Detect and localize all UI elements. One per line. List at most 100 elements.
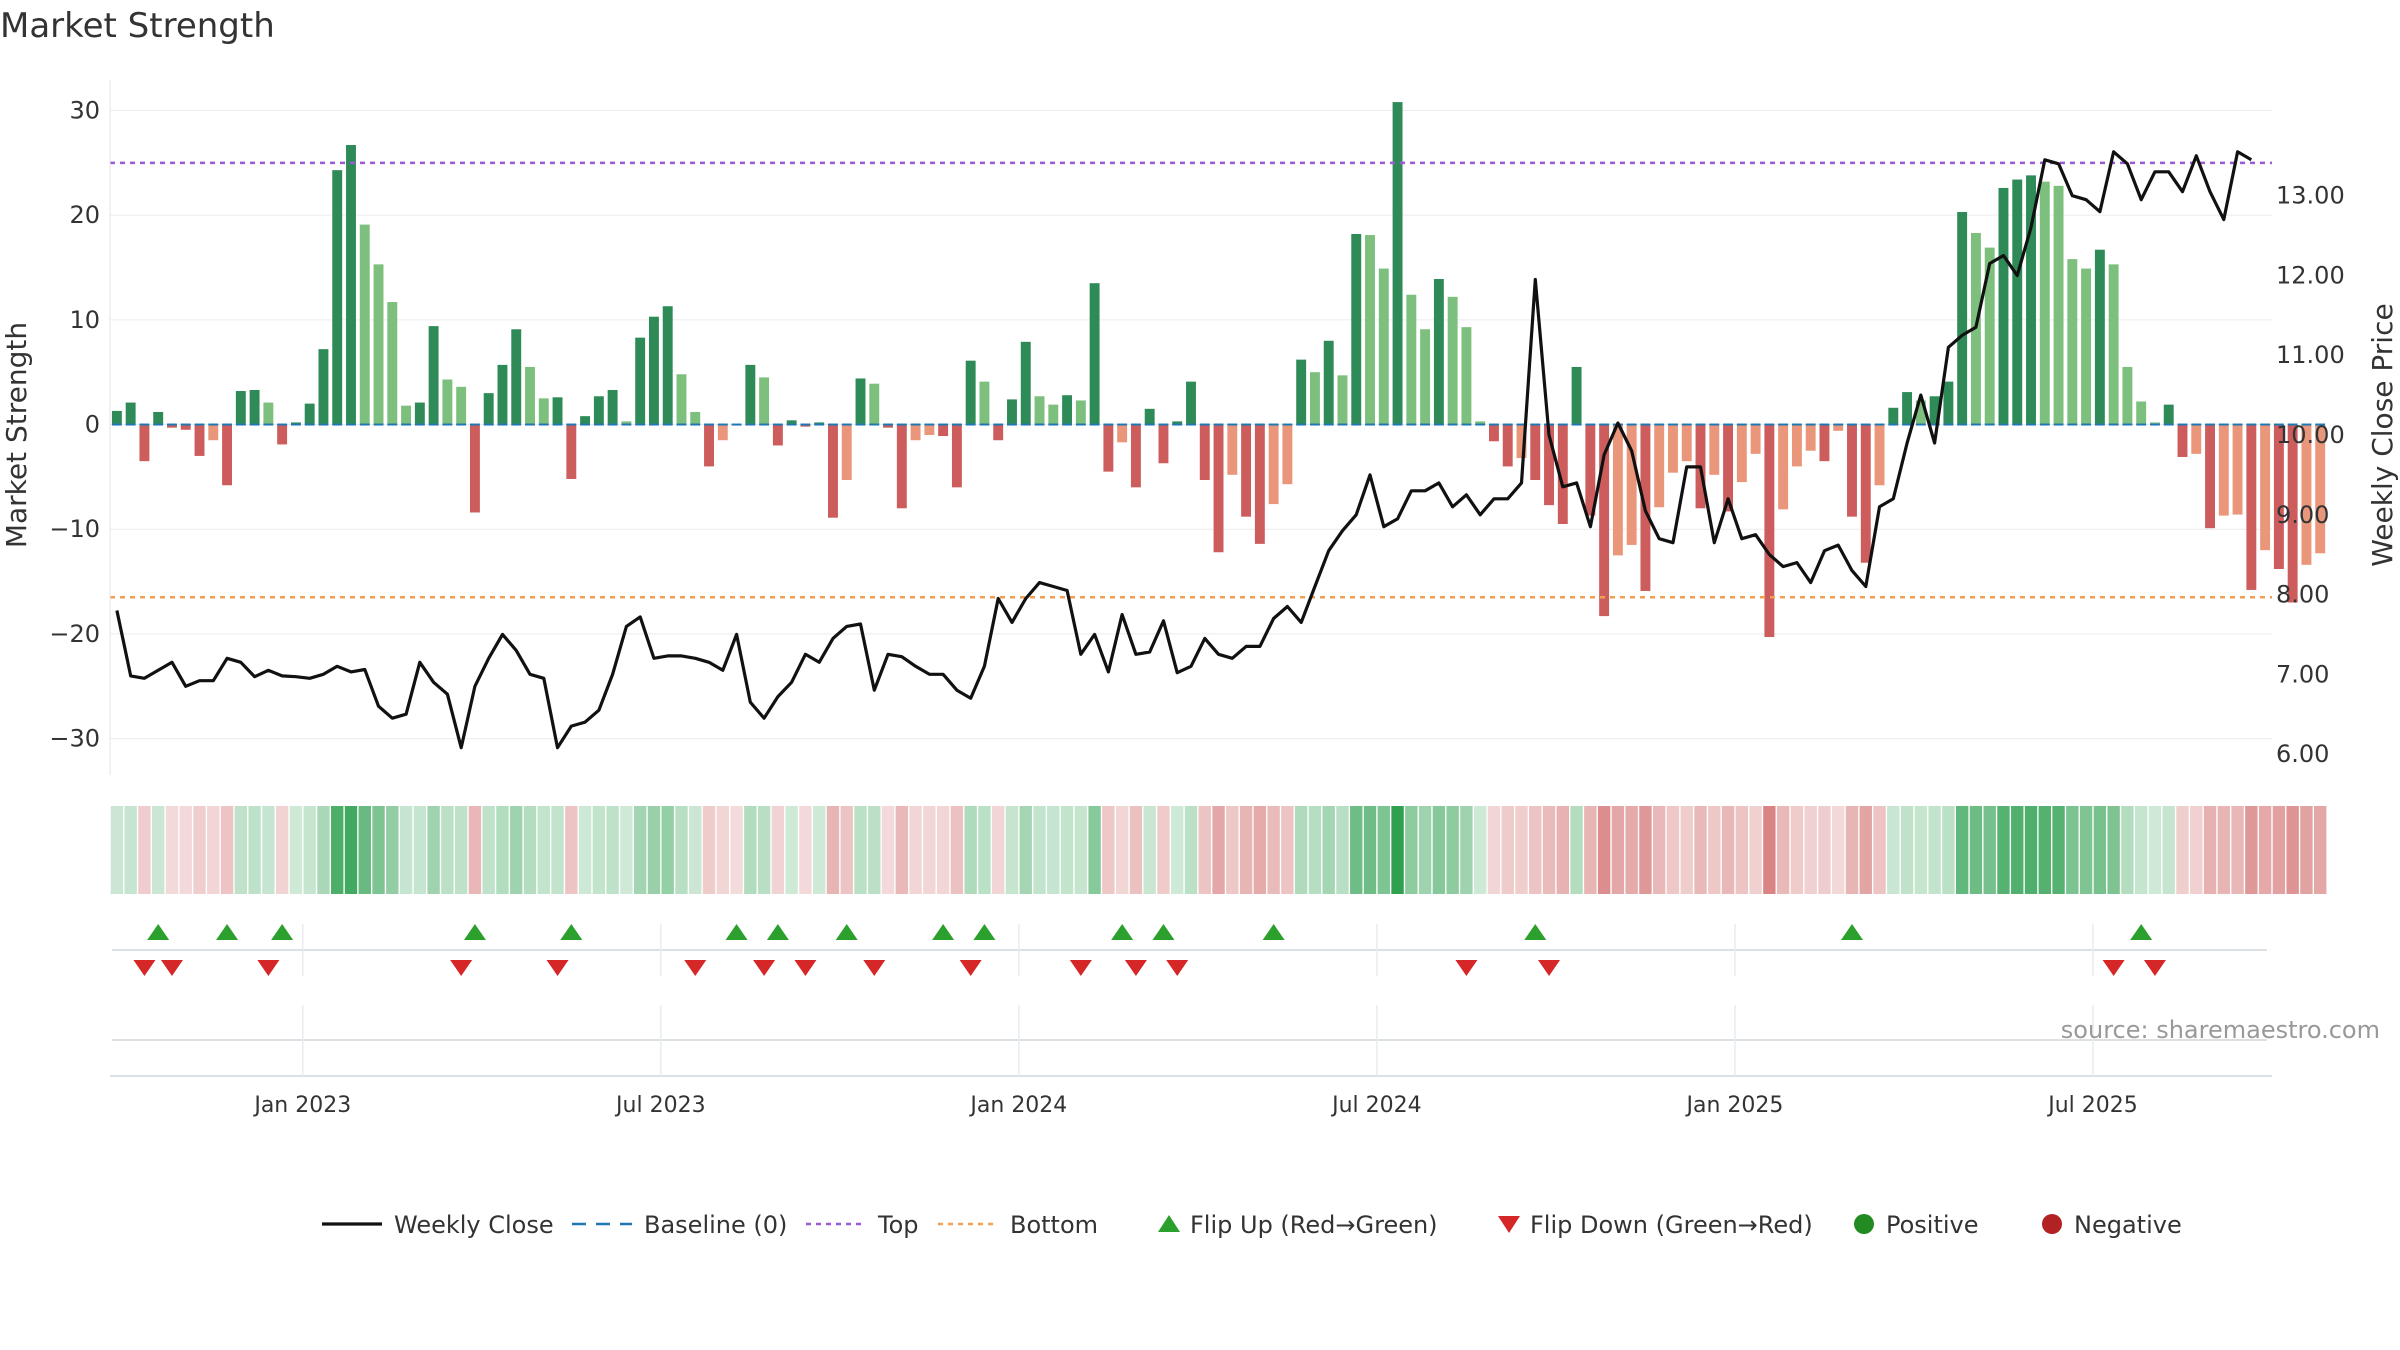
strength-bar [1778, 424, 1789, 510]
heat-cell [138, 806, 151, 894]
flip-down-marker [959, 960, 982, 976]
heat-cell [2217, 806, 2230, 894]
x-tick-label: Jan 2025 [1684, 1093, 1783, 1118]
flip-down-marker [863, 960, 886, 976]
strength-bar [1420, 329, 1431, 425]
heat-cell [992, 806, 1005, 894]
flip-up-marker [560, 924, 583, 940]
heat-cell [1597, 806, 1611, 894]
heat-cell [110, 806, 124, 894]
strength-bar [607, 389, 618, 425]
heat-cell [1501, 806, 1514, 894]
heat-cell [523, 806, 537, 894]
heat-cell [1473, 806, 1487, 894]
strength-bar [1750, 424, 1761, 454]
flip-up-marker [973, 924, 996, 940]
strength-bar [167, 424, 177, 428]
strength-bar [566, 424, 577, 479]
flip-down-marker [1069, 960, 1092, 976]
strength-bar [525, 366, 535, 425]
flip-up-marker [147, 924, 170, 940]
heat-cell [344, 806, 358, 894]
strength-bar [580, 416, 591, 425]
left-tick-label: −30 [49, 725, 100, 753]
strength-bar [359, 224, 370, 425]
strength-bar [800, 424, 811, 427]
flip-down-marker [794, 960, 817, 976]
flip-down-marker [1538, 960, 1561, 976]
heat-cell [2038, 806, 2051, 894]
heat-cell [399, 806, 413, 894]
heat-cell [1942, 806, 1955, 894]
x-tick-label: Jul 2025 [2046, 1093, 2138, 1118]
heat-cell [1281, 806, 1294, 894]
strength-bar [442, 379, 453, 425]
x-tick-label: Jul 2024 [1330, 1093, 1422, 1118]
heat-cell [1198, 806, 1211, 894]
strength-bar [1296, 359, 1307, 425]
heat-cell [2121, 806, 2134, 894]
heat-cell [372, 806, 385, 894]
strength-bar [772, 424, 783, 446]
heat-cell [2203, 806, 2217, 894]
heat-cell [2231, 806, 2244, 894]
heat-cell [1377, 806, 1390, 894]
strength-bar [2260, 424, 2271, 551]
strength-heat-strip [110, 806, 2327, 894]
heat-cell [2162, 806, 2175, 894]
strength-bar [1268, 424, 1279, 505]
left-tick-label: 0 [85, 411, 100, 439]
strength-bar [1020, 341, 1031, 425]
strength-bar [1158, 424, 1169, 464]
flip-up-marker [271, 924, 294, 940]
heat-cell [1955, 806, 1969, 894]
strength-bar [717, 424, 728, 441]
strength-bar [139, 424, 150, 462]
strength-bar [414, 402, 425, 425]
left-tick-label: 30 [69, 96, 100, 124]
legend-label: Positive [1886, 1211, 1979, 1239]
legend-flip-up-icon [1158, 1215, 1180, 1232]
heat-cell [895, 806, 909, 894]
strength-bar [511, 329, 522, 425]
strength-bar [690, 411, 701, 425]
strength-bar [1612, 424, 1623, 556]
heat-cell [909, 806, 922, 894]
heat-cell [1184, 806, 1198, 894]
strength-bar [111, 410, 122, 425]
heat-cell [1487, 806, 1501, 894]
flip-down-marker [133, 960, 156, 976]
strength-bar [1599, 424, 1610, 617]
strength-bar [1668, 424, 1678, 473]
heat-cell [1294, 806, 1308, 894]
heat-cell [923, 806, 936, 894]
heat-cell [496, 806, 509, 894]
flip-down-marker [1124, 960, 1147, 976]
legend-positive-icon [1854, 1214, 1874, 1234]
heat-cell [179, 806, 192, 894]
flip-up-marker [1524, 924, 1547, 940]
heat-cell [1446, 806, 1459, 894]
strength-bar [2246, 424, 2257, 590]
heat-cell [2093, 806, 2107, 894]
flip-up-marker [2130, 924, 2153, 940]
strength-bar [1723, 424, 1734, 512]
right-axis-label: Weekly Close Price [2366, 303, 2399, 566]
heat-cell [592, 806, 606, 894]
strength-bar [2026, 175, 2036, 425]
heat-cell [2148, 806, 2162, 894]
heat-cell [2024, 806, 2038, 894]
heat-cell [207, 806, 220, 894]
flip-down-marker [1166, 960, 1189, 976]
strength-bar [662, 306, 673, 425]
heat-cell [248, 806, 261, 894]
heat-cell [317, 806, 330, 894]
left-tick-label: 10 [69, 306, 100, 334]
left-tick-label: −20 [49, 620, 100, 648]
strength-bar [2301, 424, 2312, 565]
strength-bar [1915, 400, 1926, 425]
heat-cell [1556, 806, 1570, 894]
strength-bar [1888, 407, 1899, 425]
heat-cell [1804, 806, 1817, 894]
right-axis: 13.00 12.00 11.00 10.00 9.00 8.00 7.00 6.00 Week… [2276, 182, 2399, 768]
